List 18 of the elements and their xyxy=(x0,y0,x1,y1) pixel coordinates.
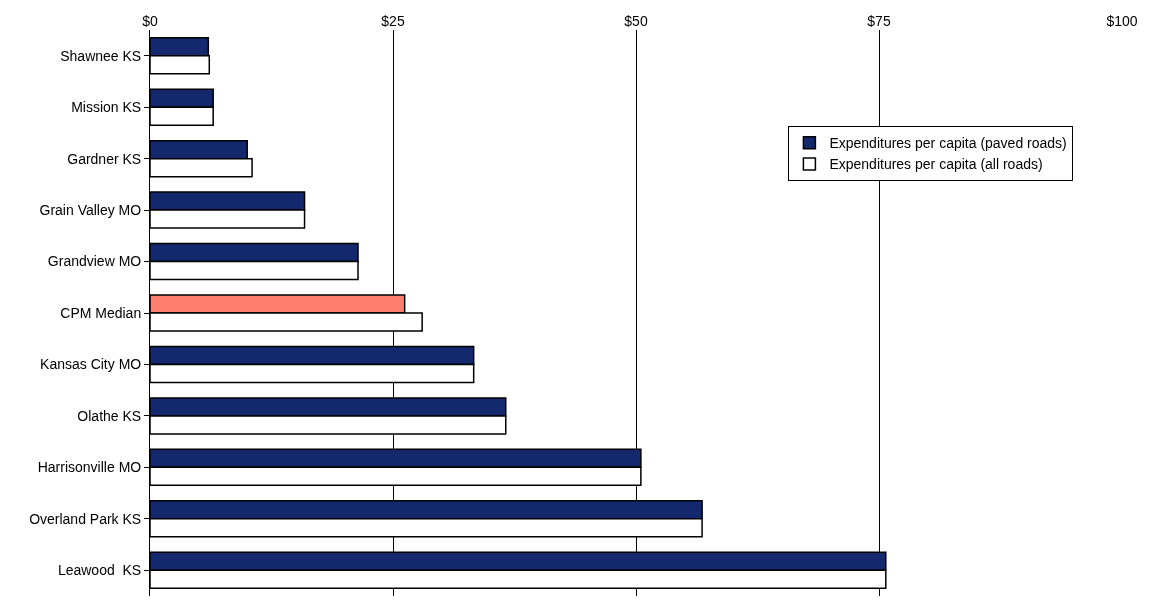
y-tick-label: Overland Park KS xyxy=(29,510,142,527)
y-tick-label: Shawnee KS xyxy=(60,47,142,64)
x-tick-label: $50 xyxy=(624,13,648,30)
x-tick-label: $25 xyxy=(381,13,405,30)
y-tick-label: Grain Valley MO xyxy=(39,201,142,218)
legend-label: Expenditures per capita (paved roads) xyxy=(829,135,1067,152)
y-tick-label: Gardner KS xyxy=(67,150,142,167)
x-tick-label: $100 xyxy=(1106,13,1138,30)
y-tick-label: CPM Median xyxy=(60,304,142,321)
y-tick-label: Grandview MO xyxy=(47,253,142,270)
y-tick-label: Kansas City MO xyxy=(40,356,142,373)
y-tick-label: Leawood KS xyxy=(57,562,142,579)
y-tick-label: Harrisonville MO xyxy=(37,459,142,476)
y-tick-label: Mission KS xyxy=(71,99,142,116)
x-tick-label: $0 xyxy=(142,13,158,30)
x-tick-label: $75 xyxy=(867,13,891,30)
legend-label: Expenditures per capita (all roads) xyxy=(829,156,1043,173)
y-tick-label: Olathe KS xyxy=(77,407,142,424)
